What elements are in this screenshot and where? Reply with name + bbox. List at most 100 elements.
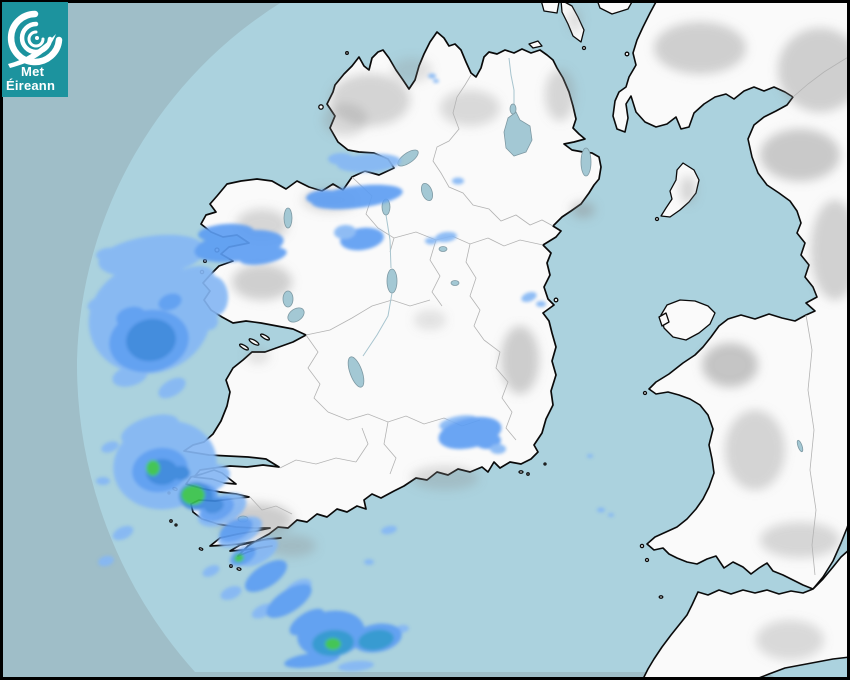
lough-conn [283, 207, 293, 229]
rathlin-island [528, 40, 543, 49]
river-bann [508, 57, 515, 112]
strangford-lough [580, 147, 592, 177]
precip-cell-l1 [328, 153, 354, 165]
precip-cell-l1 [381, 525, 397, 535]
ailsa-craig-island [624, 51, 630, 57]
precip-cell-l3 [204, 498, 224, 514]
precip-cell-l1 [521, 291, 537, 303]
precip-cell-l1 [96, 247, 118, 261]
precip-cell-l2 [158, 293, 182, 311]
precip-cell-l1 [98, 555, 114, 567]
upper-lough-erne [420, 182, 434, 202]
precip-cell-l1 [433, 79, 439, 83]
precip-cell-l1 [428, 73, 436, 79]
precip-cell-gr [325, 638, 341, 650]
precipitation-layer [87, 73, 614, 672]
precip-cell-l2 [266, 584, 312, 618]
arran-island [596, 0, 634, 15]
bala-lake [796, 439, 804, 453]
lough-beg [509, 103, 517, 115]
aranmore-island [318, 104, 324, 110]
saltee-islet [526, 472, 530, 476]
precip-cell-l1 [200, 312, 218, 330]
precip-cell-l1 [104, 276, 136, 298]
precip-cell-l1 [121, 414, 179, 446]
precip-cell-l2 [239, 247, 287, 265]
precip-cell-l3 [126, 318, 176, 362]
precip-cell-gr [146, 460, 160, 476]
lakes [237, 103, 804, 523]
lower-lough-erne [397, 149, 419, 167]
precip-cell-l1 [96, 477, 110, 485]
precip-cell-l1 [338, 660, 374, 672]
lough-ree [386, 268, 398, 294]
precip-cell-l2 [116, 306, 146, 328]
precip-cell-l3 [172, 466, 190, 480]
aran-island-inishmore [259, 333, 271, 341]
logo-text-line1: Met [21, 64, 45, 79]
precip-cell-l2 [244, 560, 288, 592]
precip-cell-l1 [158, 377, 186, 399]
precip-cell-l2 [219, 517, 253, 543]
lough-neagh [503, 111, 533, 157]
lough-corrib [287, 307, 305, 323]
aran-island-inisheer [238, 343, 250, 351]
skomer-island [644, 557, 650, 563]
precip-cell-l1 [536, 301, 546, 307]
precip-cell-l1 [220, 586, 242, 600]
precip-cell-l1 [87, 297, 107, 311]
ramsey-island [639, 543, 645, 549]
dursey-island [198, 547, 204, 551]
river-shannon-lower [362, 292, 393, 357]
tory-island [345, 51, 349, 55]
met-eireann-swirl-icon [7, 10, 63, 68]
holy-island [658, 312, 670, 327]
precip-cell-l1 [101, 441, 119, 453]
lundy-island [658, 595, 664, 599]
precip-cell-l2 [306, 189, 340, 205]
swoosh-shape [8, 34, 56, 68]
precip-cell-l1 [334, 224, 356, 240]
calf-of-man [654, 216, 660, 222]
precip-cell-l1 [364, 559, 374, 565]
sherkin-island [229, 564, 233, 568]
lough-derg [347, 356, 365, 388]
precip-cell-l1 [112, 525, 134, 541]
river-shannon-upper [385, 214, 392, 269]
precip-cell-l1 [452, 177, 464, 185]
precip-cell-l1 [199, 276, 229, 316]
logo-text-line2: Éireann [6, 78, 56, 93]
precip-cell-l1 [490, 444, 506, 454]
precip-cell-l1 [202, 565, 220, 577]
precip-cell-gr [234, 553, 244, 563]
precip-cell-l1 [597, 507, 605, 513]
precip-cell-l1 [608, 513, 614, 517]
precip-cell-l2 [284, 652, 340, 668]
precip-cell-l1 [435, 231, 457, 243]
saltee-island [518, 470, 524, 474]
precip-cell-l2 [198, 223, 254, 243]
precip-cell-gr [181, 485, 205, 505]
northern-ireland-border [432, 74, 554, 227]
skellig-islet [174, 523, 178, 527]
lough-mask [282, 290, 294, 308]
aran-island-inishmaan [248, 338, 260, 346]
skellig-island [169, 519, 173, 523]
cape-clear-island [236, 567, 242, 571]
sanda-island [581, 45, 587, 51]
precip-cell-l3t [358, 629, 394, 651]
lough-ennell [450, 280, 460, 286]
terrain-shading [217, 8, 850, 660]
bardsey-island [642, 390, 648, 396]
precip-cell-l2 [311, 184, 403, 210]
met-eireann-logo: Met Éireann [2, 2, 68, 97]
lambay-island [553, 297, 559, 303]
scotland-england-border [792, 55, 850, 98]
precip-cell-l1 [587, 454, 593, 458]
tuskar-rock [543, 462, 547, 466]
wales-england-border [805, 314, 817, 576]
precip-cell-l1 [98, 234, 206, 278]
